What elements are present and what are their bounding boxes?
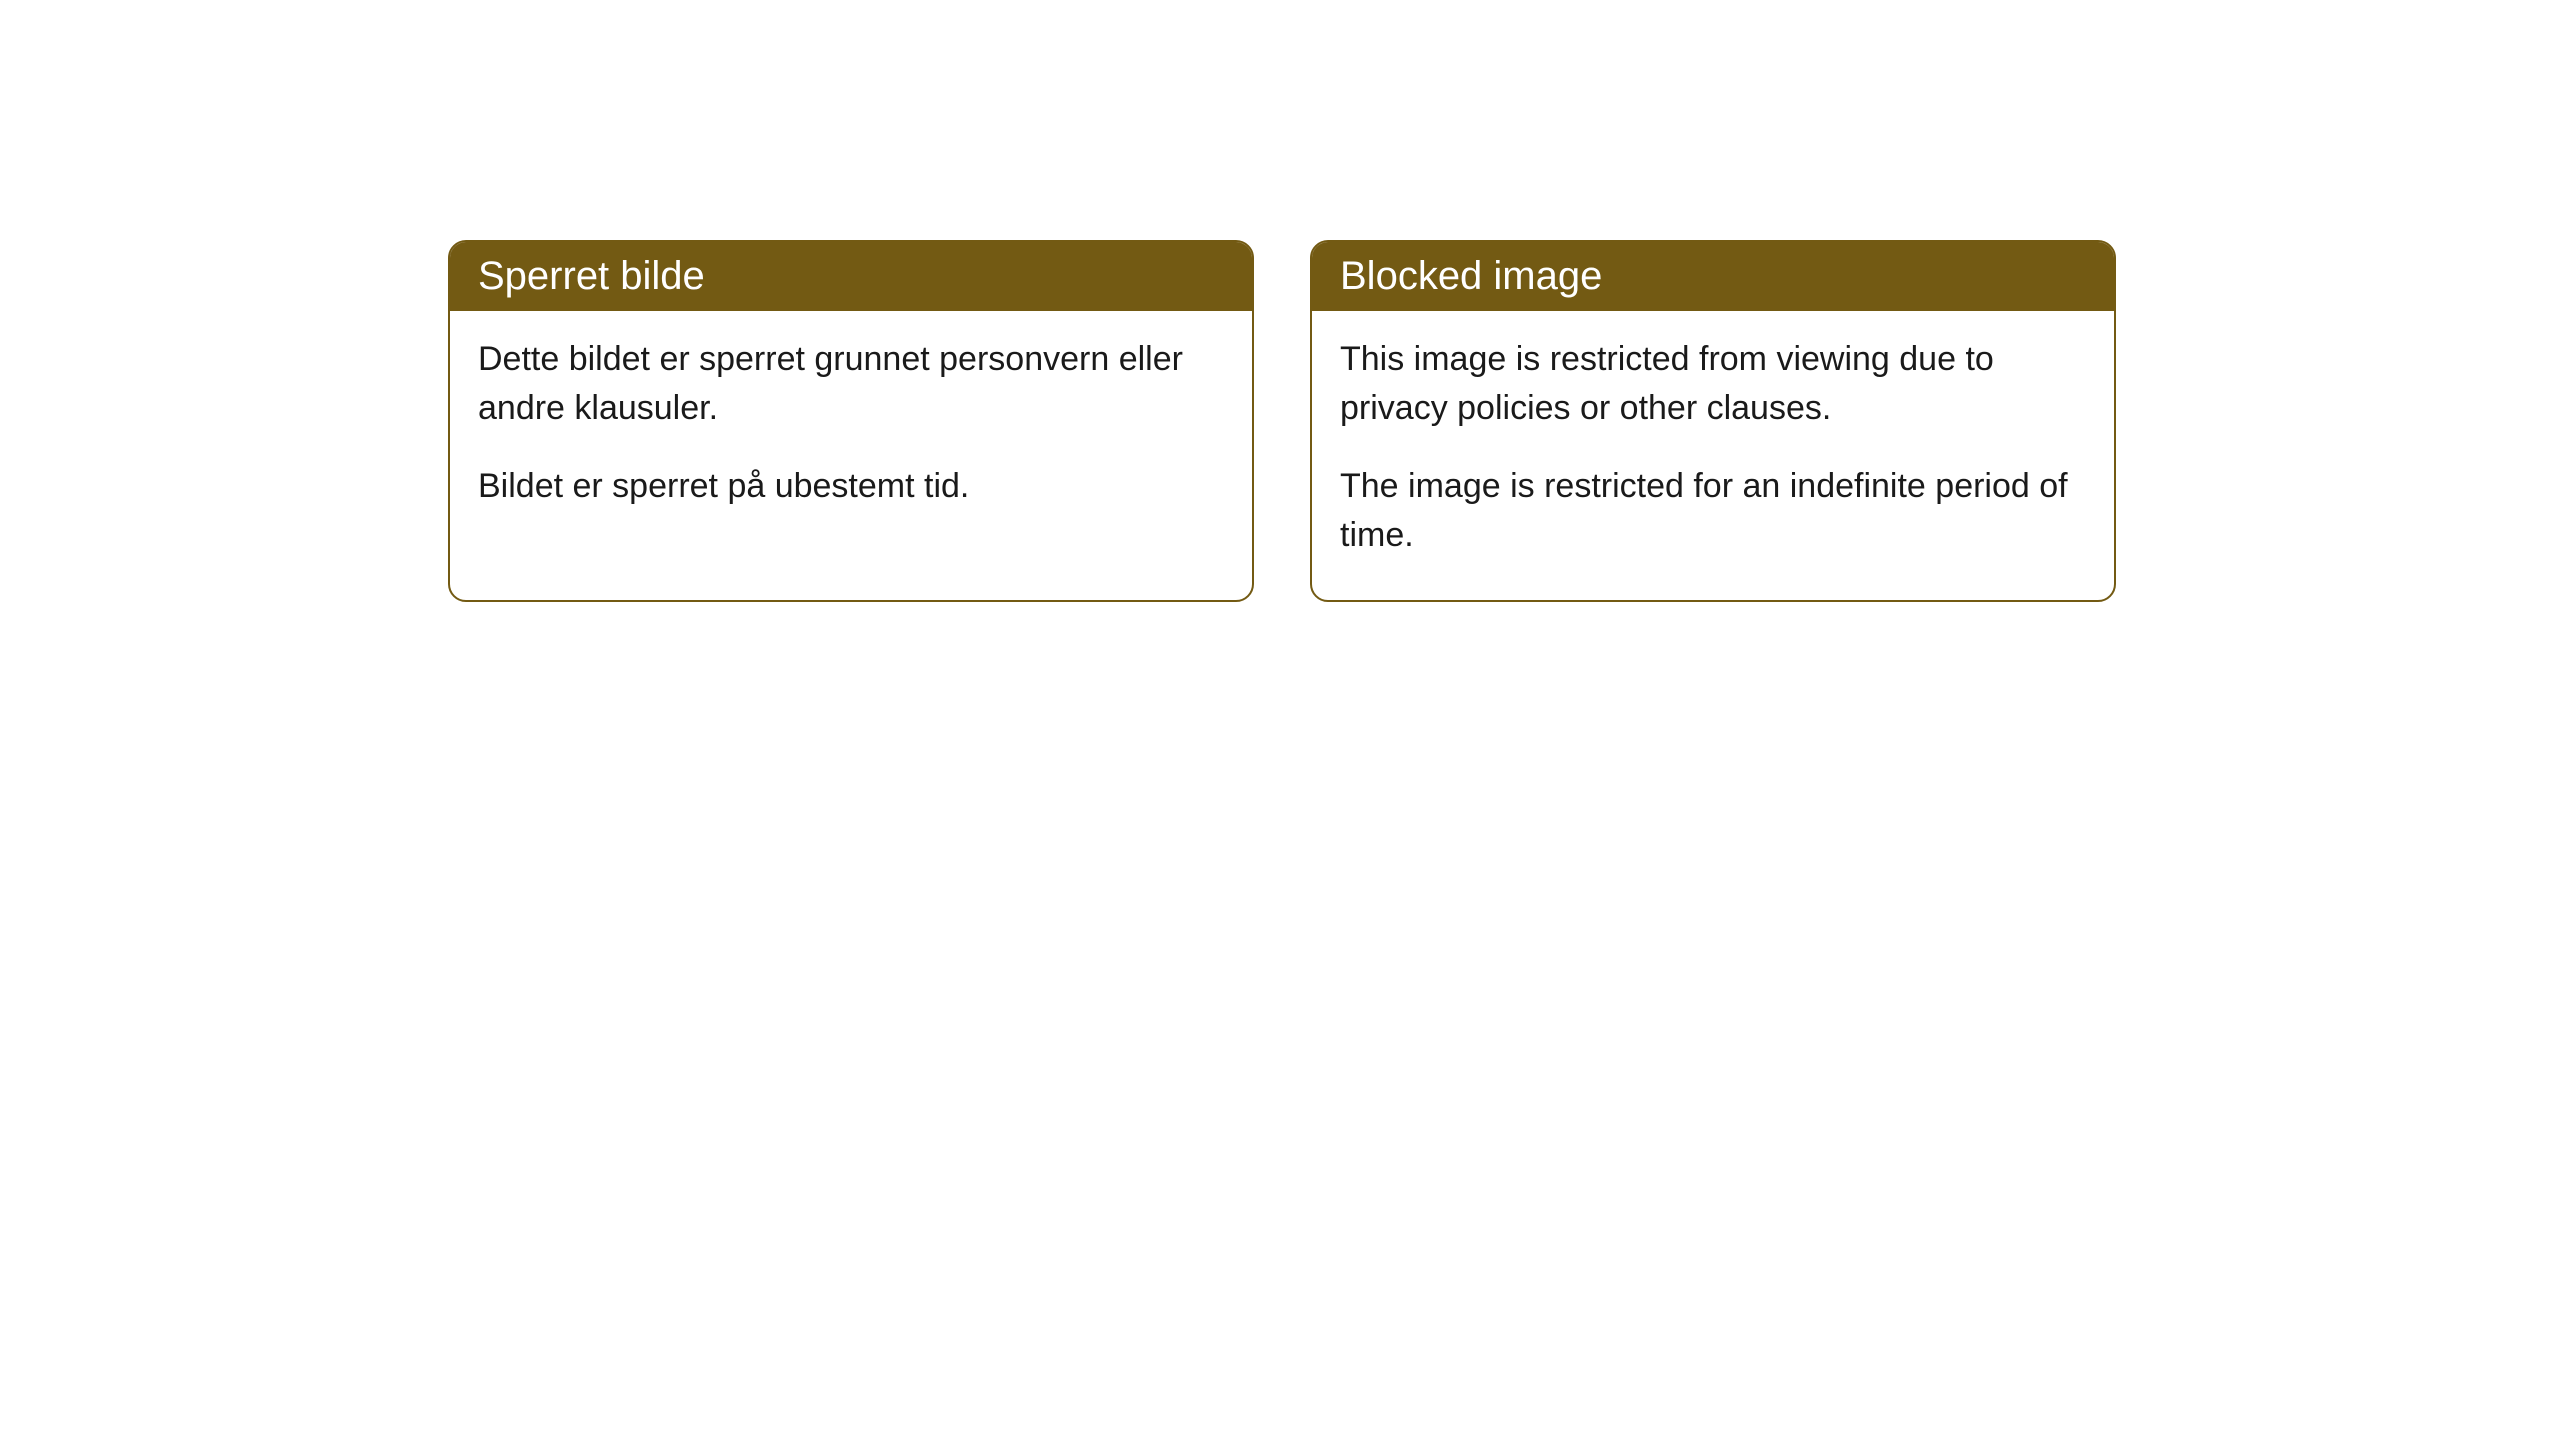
card-header-english: Blocked image (1312, 242, 2114, 311)
card-body-english: This image is restricted from viewing du… (1312, 311, 2114, 600)
card-header-norwegian: Sperret bilde (450, 242, 1252, 311)
notice-card-english: Blocked image This image is restricted f… (1310, 240, 2116, 602)
card-title: Blocked image (1340, 254, 1602, 298)
notice-card-norwegian: Sperret bilde Dette bildet er sperret gr… (448, 240, 1254, 602)
card-title: Sperret bilde (478, 254, 705, 298)
card-paragraph: Dette bildet er sperret grunnet personve… (478, 335, 1224, 434)
card-body-norwegian: Dette bildet er sperret grunnet personve… (450, 311, 1252, 551)
card-paragraph: This image is restricted from viewing du… (1340, 335, 2086, 434)
notice-cards-container: Sperret bilde Dette bildet er sperret gr… (448, 240, 2116, 602)
card-paragraph: Bildet er sperret på ubestemt tid. (478, 462, 1224, 511)
card-paragraph: The image is restricted for an indefinit… (1340, 462, 2086, 561)
